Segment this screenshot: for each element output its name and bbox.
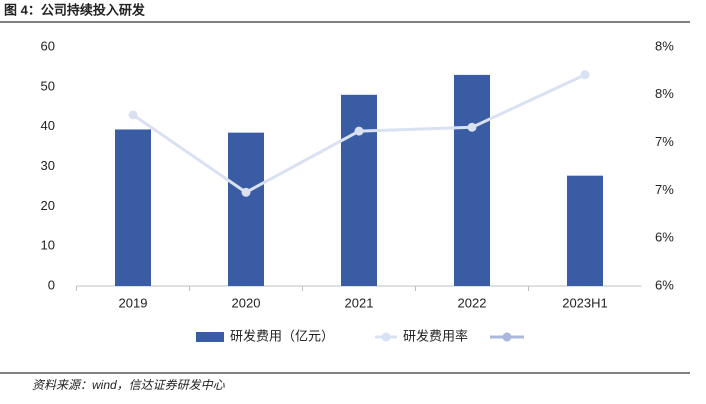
line-marker <box>580 70 590 80</box>
chart-title: 图 4：公司持续投入研发 <box>4 2 146 17</box>
y-tick-label: 0 <box>48 277 55 292</box>
legend-swatch <box>381 332 391 342</box>
y-tick-label: 30 <box>41 158 55 173</box>
y-tick-label: 50 <box>41 78 55 93</box>
y-tick-label: 40 <box>41 118 55 133</box>
x-tick-label: 2019 <box>119 295 148 310</box>
line-marker <box>467 122 477 132</box>
legend-label: 研发费用率 <box>403 328 468 343</box>
bar <box>341 94 377 286</box>
line-marker <box>241 187 251 197</box>
x-tick-label: 2022 <box>458 295 487 310</box>
y2-tick-label: 8% <box>655 86 674 101</box>
bar <box>115 129 151 286</box>
y-tick-label: 10 <box>41 238 55 253</box>
y2-tick-label: 7% <box>655 182 674 197</box>
x-tick-label: 2020 <box>232 295 261 310</box>
y-tick-label: 20 <box>41 198 55 213</box>
y2-tick-label: 8% <box>655 38 674 53</box>
x-tick-label: 2021 <box>345 295 374 310</box>
legend-label: 研发费用（亿元） <box>230 328 334 343</box>
bar <box>567 175 603 286</box>
y2-tick-label: 6% <box>655 230 674 245</box>
x-tick-label: 2023H1 <box>562 295 608 310</box>
y2-tick-label: 7% <box>655 134 674 149</box>
line-marker <box>354 126 364 136</box>
line-marker <box>128 110 138 120</box>
bar <box>228 132 264 286</box>
y-tick-label: 60 <box>41 38 55 53</box>
source-note: 资料来源：wind，信达证券研发中心 <box>32 378 226 392</box>
y2-tick-label: 6% <box>655 277 674 292</box>
bar <box>454 74 490 286</box>
legend-swatch <box>196 332 224 342</box>
legend-extra <box>490 332 524 342</box>
